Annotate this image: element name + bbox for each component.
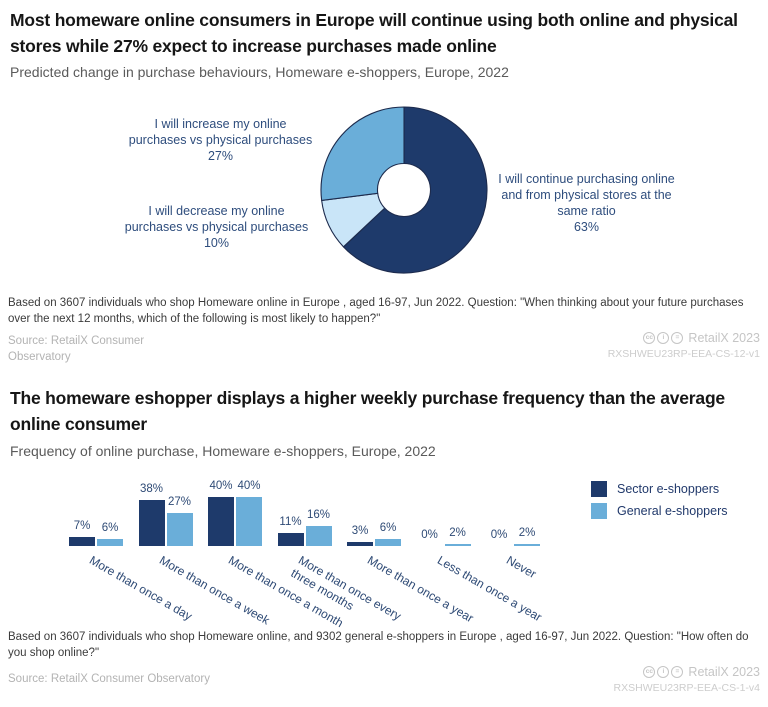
legend-label-sector: Sector e-shoppers xyxy=(617,482,720,496)
donut-label-increase: I will increase my online purchases vs p… xyxy=(128,116,313,164)
bar-value-label: 2% xyxy=(449,526,466,539)
legend-label-general: General e-shoppers xyxy=(617,504,728,518)
bar-value-label: 3% xyxy=(351,525,369,538)
donut-slice-increase xyxy=(320,106,405,201)
bar-general-0 xyxy=(97,538,123,546)
by-icon: i xyxy=(657,666,670,678)
section1-code: RXSHWEU23RP-EEA-CS-12-v1 xyxy=(607,348,760,360)
section2-brand: RetailX 2023 xyxy=(688,665,760,679)
license-icons: cc i = xyxy=(643,666,684,678)
bar-sector-0 xyxy=(69,537,95,546)
donut-label-increase-value: 27% xyxy=(207,149,234,163)
bar-sector-3 xyxy=(277,532,304,546)
category-label: Never xyxy=(504,553,539,582)
bar-chart: 7% 6% More than once a day 38% 27% More than … xyxy=(0,470,768,630)
bar-value-label: 2% xyxy=(518,526,536,539)
donut-label-decrease: I will decrease my online purchases vs p… xyxy=(124,203,309,251)
section1-source: Source: RetailX Consumer Observatory xyxy=(8,335,145,363)
section1-subtitle: Predicted change in purchase behaviours,… xyxy=(10,64,509,80)
bar-value-label: 0% xyxy=(490,529,508,541)
bar-value-label: 38% xyxy=(139,482,164,495)
cc-icon: cc xyxy=(643,332,656,344)
by-icon: i xyxy=(657,332,670,344)
general-swatch xyxy=(591,503,607,519)
donut-label-decrease-text: I will decrease my online purchases vs p… xyxy=(124,204,309,234)
bar-general-6 xyxy=(514,543,540,546)
section2-footnote: Based on 3607 individuals who shop Homew… xyxy=(8,631,749,659)
donut-chart xyxy=(320,106,488,274)
bar-value-label: 27% xyxy=(167,496,192,509)
bar-general-1 xyxy=(166,513,193,546)
bar-value-label: 6% xyxy=(101,521,119,534)
bar-value-label: 40% xyxy=(209,480,233,493)
bar-general-4 xyxy=(375,538,401,546)
bar-sector-2 xyxy=(208,497,234,546)
section1-title: Most homeware online consumers in Europe… xyxy=(10,10,738,56)
cc-icon: cc xyxy=(643,666,656,678)
section2-title: The homeware eshopper displays a higher … xyxy=(10,388,725,434)
donut-label-increase-text: I will increase my online purchases vs p… xyxy=(128,117,313,147)
bar-general-5 xyxy=(444,543,471,546)
donut-label-continue-value: 63% xyxy=(573,220,600,234)
bar-value-label: 11% xyxy=(279,515,302,528)
nd-icon: = xyxy=(671,332,684,344)
bar-value-label: 40% xyxy=(237,480,261,493)
donut-label-continue-text: I will continue purchasing online and fr… xyxy=(498,172,675,218)
bar-sector-1 xyxy=(138,499,165,546)
nd-icon: = xyxy=(671,666,684,678)
bar-sector-4 xyxy=(347,542,373,546)
bar-value-label: 0% xyxy=(421,529,438,541)
bar-value-label: 16% xyxy=(306,509,331,522)
bar-value-label: 6% xyxy=(379,521,397,534)
donut-label-continue: I will continue purchasing online and fr… xyxy=(494,171,679,235)
legend-item-sector: Sector e-shoppers xyxy=(591,481,727,497)
legend-item-general: General e-shoppers xyxy=(591,503,727,519)
section1-brand: RetailX 2023 xyxy=(688,331,760,345)
section2-code: RXSHWEU23RP-EEA-CS-1-v4 xyxy=(613,682,760,694)
section2-source: Source: RetailX Consumer Observatory xyxy=(8,673,210,685)
sector-swatch xyxy=(591,481,607,497)
bar-general-2 xyxy=(236,497,262,546)
donut-slice-continue xyxy=(342,106,488,274)
bar-general-3 xyxy=(305,526,332,546)
section1-footnote: Based on 3607 individuals who shop Homew… xyxy=(8,297,744,325)
legend: Sector e-shoppers General e-shoppers xyxy=(591,481,727,525)
donut-label-decrease-value: 10% xyxy=(203,236,230,250)
section2-watermark: cc i = RetailX 2023 RXSHWEU23RP-EEA-CS-1… xyxy=(614,665,760,694)
section1-watermark: cc i = RetailX 2023 RXSHWEU23RP-EEA-CS-1… xyxy=(608,331,760,360)
bar-value-label: 7% xyxy=(73,520,91,533)
license-icons: cc i = xyxy=(643,332,684,344)
section2-subtitle: Frequency of online purchase, Homeware e… xyxy=(10,443,436,459)
